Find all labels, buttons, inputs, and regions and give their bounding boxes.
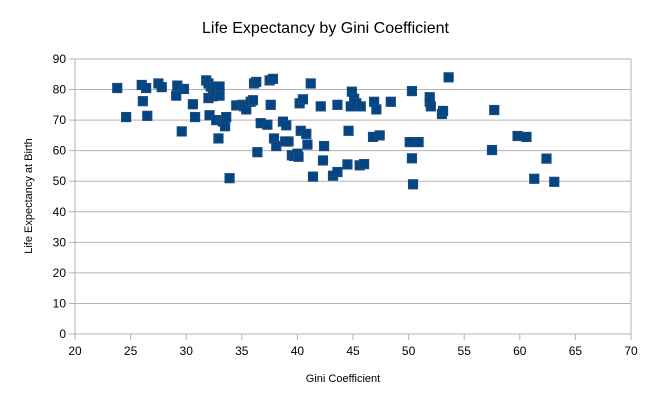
data-point — [189, 111, 201, 123]
data-point — [385, 96, 396, 107]
data-point — [156, 82, 167, 93]
x-tick-label: 45 — [346, 344, 360, 358]
data-point — [425, 101, 436, 112]
tick-labels: 0 10 20 30 40 50 60 70 80 90 20 25 30 35 40 45 50 55 60 65 7… — [53, 52, 638, 358]
y-tick-label: 30 — [53, 235, 67, 249]
x-tick-label: 60 — [513, 344, 527, 358]
data-point — [332, 99, 343, 110]
data-point — [374, 130, 385, 141]
data-point — [437, 105, 449, 117]
data-point — [315, 101, 326, 112]
data-point — [318, 140, 330, 152]
data-point — [176, 126, 187, 137]
data-point — [267, 73, 279, 84]
data-point — [214, 81, 225, 92]
y-tick-label: 20 — [53, 266, 67, 280]
data-point — [407, 179, 419, 190]
data-point — [178, 83, 190, 95]
y-tick-label: 80 — [53, 83, 67, 97]
y-tick-label: 40 — [53, 205, 67, 219]
data-point — [247, 95, 259, 106]
data-point — [371, 104, 382, 115]
data-point — [112, 82, 123, 94]
data-point — [265, 99, 276, 110]
y-tick-label: 70 — [53, 113, 67, 127]
y-tick-label: 10 — [53, 296, 67, 310]
data-point — [512, 130, 523, 142]
data-point — [406, 85, 418, 97]
data-point — [413, 137, 424, 148]
data-point — [302, 139, 313, 150]
data-point — [486, 144, 498, 156]
data-point — [297, 94, 309, 105]
data-point — [307, 171, 319, 182]
data-point — [521, 131, 532, 143]
data-point — [137, 96, 148, 107]
data-point — [359, 159, 370, 170]
data-point — [305, 78, 316, 89]
data-point — [301, 128, 312, 139]
data-point — [224, 173, 235, 184]
data-point — [293, 151, 304, 162]
x-tick-label: 25 — [124, 344, 138, 358]
y-axis-label: Life Expectancy at Birth — [23, 138, 35, 254]
chart-title: Life Expectancy by Gini Coefficient — [202, 20, 450, 37]
data-point — [141, 82, 152, 94]
data-point — [142, 110, 153, 121]
y-tick-label: 50 — [53, 174, 67, 188]
data-point — [283, 136, 294, 147]
y-tick-label: 0 — [59, 327, 66, 341]
data-point — [443, 72, 454, 83]
data-point — [281, 120, 292, 131]
data-point — [171, 90, 182, 101]
data-point — [549, 176, 560, 187]
x-tick-label: 35 — [235, 344, 249, 358]
data-point — [343, 125, 354, 136]
x-tick-label: 30 — [180, 344, 194, 358]
data-point — [213, 133, 224, 144]
data-point — [317, 155, 329, 166]
data-point — [332, 166, 343, 178]
x-tick-label: 55 — [458, 344, 472, 358]
data-point — [214, 90, 225, 101]
x-tick-label: 50 — [402, 344, 416, 358]
x-tick-label: 20 — [68, 344, 82, 358]
data-point — [251, 76, 262, 88]
y-tick-label: 90 — [53, 52, 67, 66]
data-point — [541, 153, 552, 164]
data-point — [404, 137, 415, 148]
data-point — [529, 173, 540, 184]
x-tick-label: 70 — [624, 344, 638, 358]
data-point — [262, 119, 273, 130]
data-point — [221, 111, 232, 123]
data-points — [112, 72, 560, 190]
data-point — [187, 99, 198, 110]
data-point — [355, 101, 366, 112]
x-axis-label: Gini Coefficient — [306, 373, 380, 385]
data-point — [489, 104, 500, 116]
x-tick-label: 65 — [569, 344, 583, 358]
data-point — [406, 153, 418, 164]
data-point — [342, 159, 353, 170]
x-tick-label: 40 — [291, 344, 305, 358]
data-point — [121, 111, 132, 123]
data-point — [252, 147, 263, 158]
y-tick-label: 60 — [53, 144, 67, 158]
data-point — [220, 121, 231, 132]
data-point — [271, 140, 282, 152]
